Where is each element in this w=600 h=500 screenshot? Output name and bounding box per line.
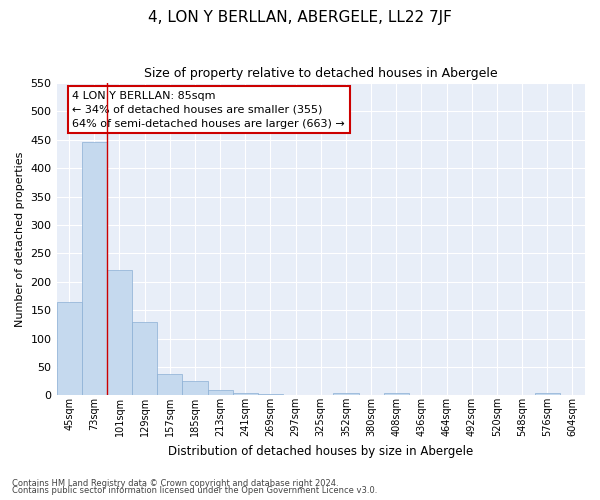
Bar	[258, 394, 283, 396]
Y-axis label: Number of detached properties: Number of detached properties	[15, 152, 25, 327]
Text: 4 LON Y BERLLAN: 85sqm
← 34% of detached houses are smaller (355)
64% of semi-de: 4 LON Y BERLLAN: 85sqm ← 34% of detached…	[73, 91, 345, 129]
Bar	[334, 392, 359, 396]
Bar	[82, 142, 107, 396]
Bar	[208, 390, 233, 396]
Bar	[182, 381, 208, 396]
Bar	[157, 374, 182, 396]
Bar	[233, 392, 258, 396]
Text: Contains HM Land Registry data © Crown copyright and database right 2024.: Contains HM Land Registry data © Crown c…	[12, 478, 338, 488]
Bar	[132, 322, 157, 396]
Title: Size of property relative to detached houses in Abergele: Size of property relative to detached ho…	[144, 68, 497, 80]
X-axis label: Distribution of detached houses by size in Abergele: Distribution of detached houses by size …	[168, 444, 473, 458]
Bar	[535, 392, 560, 396]
Text: Contains public sector information licensed under the Open Government Licence v3: Contains public sector information licen…	[12, 486, 377, 495]
Text: 4, LON Y BERLLAN, ABERGELE, LL22 7JF: 4, LON Y BERLLAN, ABERGELE, LL22 7JF	[148, 10, 452, 25]
Bar	[56, 302, 82, 396]
Bar	[383, 392, 409, 396]
Bar	[107, 270, 132, 396]
